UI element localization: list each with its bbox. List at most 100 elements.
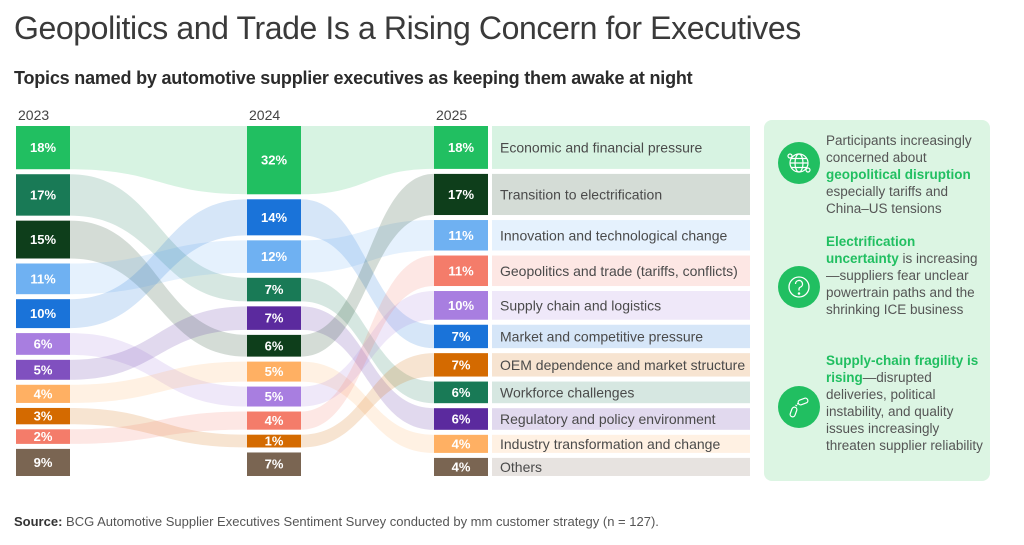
flow-market-2023-2024	[70, 199, 247, 329]
label-panels-layer: Economic and financial pressure Transitio…	[492, 126, 750, 476]
value-label-workforce-2023: 17%	[30, 187, 56, 202]
flow-electrification-2023-2024	[70, 220, 247, 357]
flow-innovation-2024-2025	[301, 220, 434, 273]
block-economic-2023	[16, 126, 70, 170]
insight-note-electrification: Electrification uncertainty is increasin…	[826, 233, 988, 318]
block-supply_chain-2025	[434, 291, 488, 320]
flow-industry-2023-2024	[70, 361, 247, 403]
value-label-market-2025: 7%	[452, 329, 471, 344]
flow-geopolitics-2024-2025	[301, 255, 434, 430]
block-workforce-2023	[16, 174, 70, 216]
flow-regulatory-2024-2025	[301, 306, 434, 430]
block-electrification-2025	[434, 173, 488, 216]
source-label: Source:	[14, 514, 63, 529]
value-label-electrification-2024: 6%	[265, 338, 284, 353]
value-label-others-2023: 9%	[34, 455, 53, 470]
value-label-oem-2024: 1%	[265, 434, 284, 449]
value-label-geopolitics-2025: 11%	[448, 263, 474, 278]
value-label-economic-2023: 18%	[30, 140, 56, 155]
year-header-2025: 2025	[436, 107, 467, 123]
topic-label-regulatory: Regulatory and policy environment	[500, 411, 716, 427]
block-economic-2025	[434, 126, 488, 169]
topic-label-electrification: Transition to electrification	[500, 186, 662, 202]
insight-note-geopolitics: Participants increasingly concerned abou…	[826, 132, 988, 217]
topic-label-supply_chain: Supply chain and logistics	[500, 297, 661, 313]
value-label-innovation-2024: 12%	[261, 249, 287, 264]
value-label-market-2024: 14%	[261, 210, 287, 225]
insights-panel: Participants increasingly concerned abou…	[764, 120, 990, 481]
flow-electrification-2024-2025	[301, 173, 434, 357]
block-geopolitics-2024	[247, 411, 301, 430]
globe-icon	[778, 142, 820, 184]
block-supply_chain-2023	[16, 333, 70, 355]
question-icon	[778, 266, 820, 308]
block-market-2023	[16, 299, 70, 329]
block-oem-2024	[247, 434, 301, 448]
flow-economic-2024-2025	[301, 126, 434, 195]
year-header-2024: 2024	[249, 107, 280, 123]
label-panel-supply_chain	[492, 291, 750, 320]
block-industry-2023	[16, 384, 70, 403]
topic-label-oem: OEM dependence and market structure	[500, 357, 745, 373]
topic-label-innovation: Innovation and technological change	[500, 227, 728, 243]
topic-label-industry: Industry transformation and change	[500, 436, 720, 452]
chart-subtitle: Topics named by automotive supplier exec…	[14, 68, 693, 88]
block-regulatory-2024	[247, 306, 301, 330]
block-innovation-2024	[247, 240, 301, 273]
block-oem-2023	[16, 407, 70, 425]
value-label-regulatory-2024: 7%	[265, 311, 284, 326]
topic-label-geopolitics: Geopolitics and trade (tariffs, conflict…	[500, 263, 738, 279]
flow-market-2024-2025	[301, 199, 434, 349]
topic-label-workforce: Workforce challenges	[500, 384, 634, 400]
value-label-regulatory-2023: 5%	[34, 362, 53, 377]
source-text: BCG Automotive Supplier Executives Senti…	[66, 514, 659, 529]
value-label-innovation-2023: 11%	[30, 271, 56, 286]
value-label-electrification-2025: 17%	[448, 187, 474, 202]
blocks-layer: 18% 17% 15% 11% 10% 6% 5% 4% 3% 2% 9% 32% 14% 12% 7% 7%…	[16, 126, 488, 476]
topic-label-economic: Economic and financial pressure	[500, 139, 703, 155]
block-workforce-2024	[247, 277, 301, 302]
broken-chain-icon	[778, 386, 820, 428]
flow-regulatory-2023-2024	[70, 306, 247, 380]
topic-label-market: Market and competitive pressure	[500, 328, 703, 344]
flow-supply_chain-2023-2024	[70, 333, 247, 407]
value-label-others-2025: 4%	[452, 459, 471, 474]
block-others-2023	[16, 448, 70, 476]
block-innovation-2025	[434, 220, 488, 251]
note-text: is increasing—suppliers fear unclear pow…	[826, 251, 978, 317]
block-geopolitics-2025	[434, 255, 488, 287]
insight-note-supply-chain: Supply-chain fragility is rising—disrupt…	[826, 352, 988, 454]
block-others-2025	[434, 457, 488, 476]
flow-industry-2024-2025	[301, 361, 434, 453]
block-regulatory-2023	[16, 359, 70, 380]
page-title: Geopolitics and Trade Is a Rising Concer…	[14, 10, 801, 46]
value-label-economic-2024: 32%	[261, 153, 287, 168]
note-highlight: Supply-chain fragility is rising	[826, 353, 979, 385]
flows-layer	[70, 126, 434, 453]
block-electrification-2024	[247, 334, 301, 357]
block-market-2025	[434, 324, 488, 349]
value-label-industry-2025: 4%	[452, 436, 471, 451]
label-panel-oem	[492, 353, 750, 377]
block-regulatory-2025	[434, 408, 488, 430]
block-innovation-2023	[16, 263, 70, 295]
note-text: Participants increasingly concerned abou…	[826, 133, 972, 165]
value-label-geopolitics-2023: 2%	[34, 429, 53, 444]
block-supply_chain-2024	[247, 386, 301, 407]
label-panel-regulatory	[492, 408, 750, 430]
label-panel-industry	[492, 434, 750, 453]
value-label-industry-2023: 4%	[34, 386, 53, 401]
source-note: Source: BCG Automotive Supplier Executiv…	[14, 514, 659, 529]
sankey-chart: Economic and financial pressure Transitio…	[16, 107, 750, 476]
label-panel-workforce	[492, 381, 750, 404]
value-label-market-2023: 10%	[30, 306, 56, 321]
topic-label-others: Others	[500, 459, 542, 475]
label-panel-others	[492, 457, 750, 476]
value-label-oem-2023: 3%	[34, 409, 53, 424]
flow-oem-2023-2024	[70, 407, 247, 448]
block-economic-2024	[247, 126, 301, 195]
value-label-workforce-2024: 7%	[265, 282, 284, 297]
flow-supply_chain-2024-2025	[301, 291, 434, 407]
block-workforce-2025	[434, 381, 488, 404]
flow-oem-2024-2025	[301, 353, 434, 448]
